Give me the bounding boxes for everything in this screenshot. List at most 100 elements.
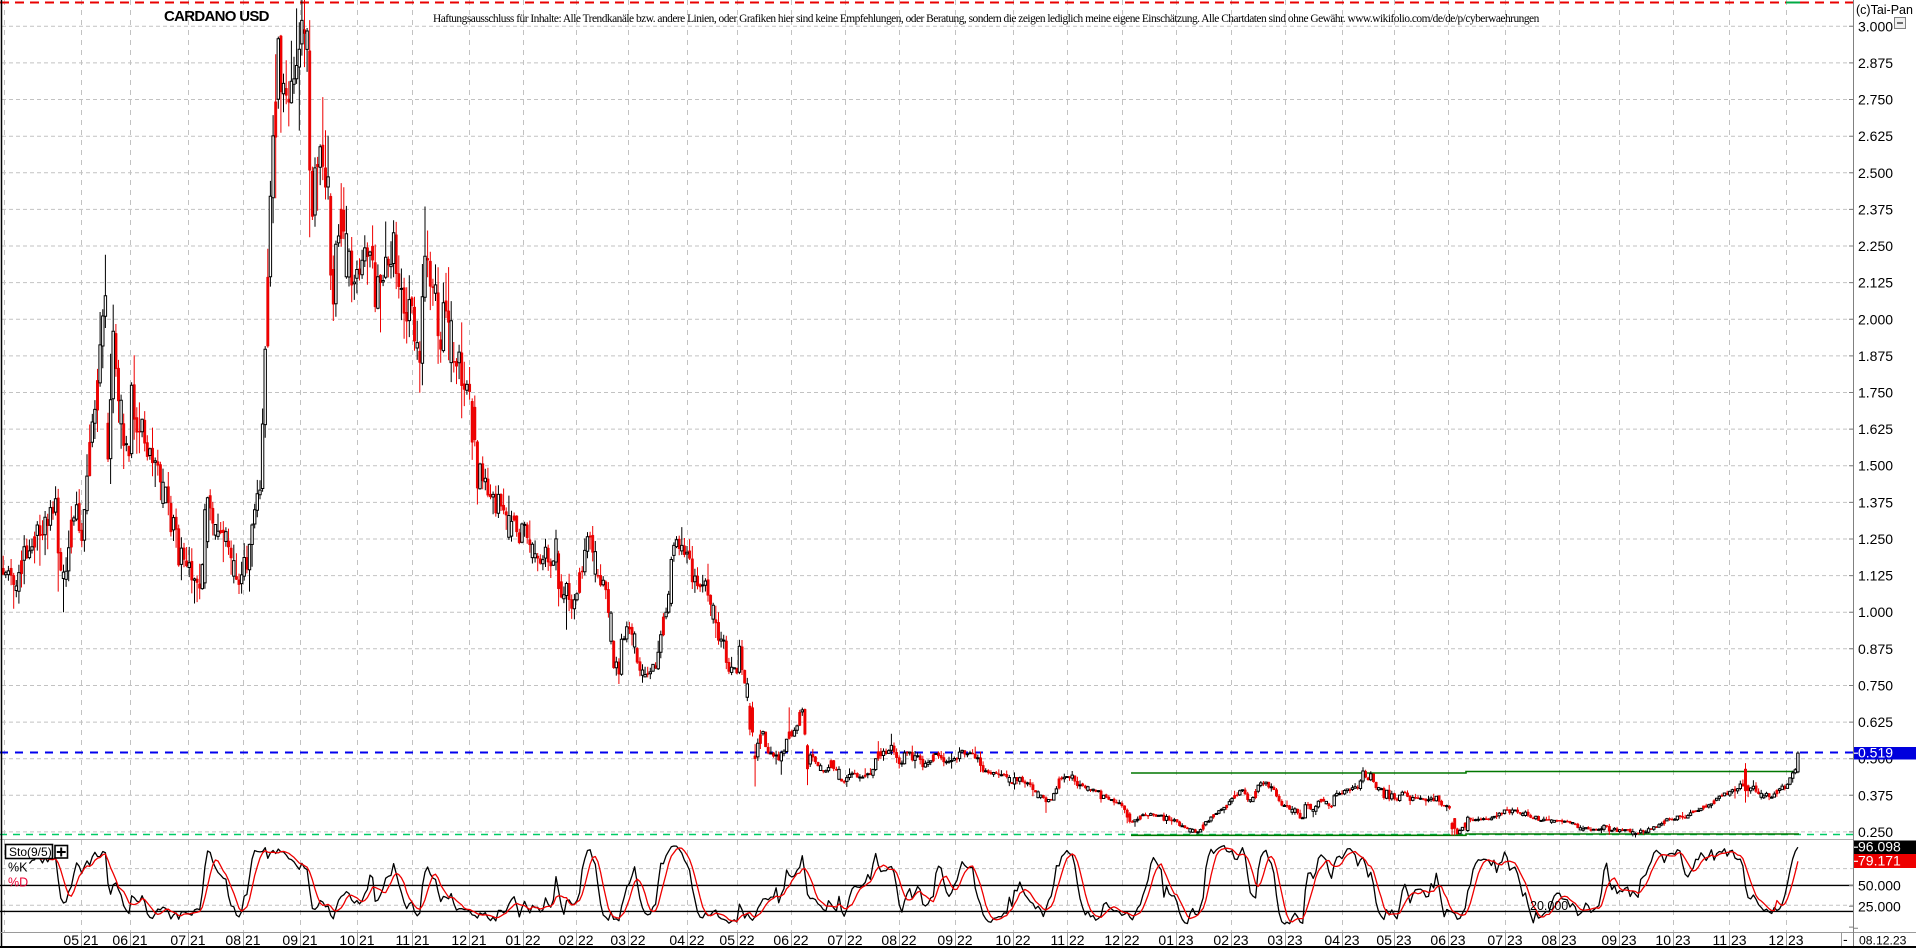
svg-text:22: 22 [630,932,646,948]
svg-text:23: 23 [1621,932,1637,948]
svg-text:10: 10 [1655,932,1671,948]
svg-text:04: 04 [669,932,685,948]
svg-text:03: 03 [1267,932,1283,948]
svg-text:CARDANO USD: CARDANO USD [164,8,270,25]
svg-text:21: 21 [414,932,430,948]
svg-text:0.750: 0.750 [1858,678,1893,694]
svg-text:06: 06 [112,932,128,948]
svg-text:0.375: 0.375 [1858,787,1893,803]
svg-text:04: 04 [1324,932,1340,948]
svg-text:1.125: 1.125 [1858,568,1893,584]
svg-text:1.625: 1.625 [1858,421,1893,437]
svg-text:0.625: 0.625 [1858,714,1893,730]
svg-text:05: 05 [63,932,79,948]
svg-text:(c)Tai-Pan: (c)Tai-Pan [1856,3,1913,17]
svg-text:23: 23 [1287,932,1303,948]
svg-text:2.250: 2.250 [1858,238,1893,254]
svg-text:79.171: 79.171 [1858,853,1901,869]
svg-text:22: 22 [1015,932,1031,948]
svg-text:09: 09 [1601,932,1617,948]
svg-text:23: 23 [1675,932,1691,948]
svg-text:-: - [1843,931,1848,947]
svg-text:23: 23 [1344,932,1360,948]
svg-text:25.000: 25.000 [1858,898,1901,914]
svg-text:1.250: 1.250 [1858,531,1893,547]
svg-text:06: 06 [773,932,789,948]
svg-text:22: 22 [847,932,863,948]
svg-text:2.000: 2.000 [1858,311,1893,327]
svg-text:23: 23 [1507,932,1523,948]
svg-text:22: 22 [739,932,755,948]
svg-text:%D: %D [8,876,28,890]
svg-text:21: 21 [83,932,99,948]
svg-text:21: 21 [245,932,261,948]
svg-text:12: 12 [451,932,467,948]
svg-text:21: 21 [359,932,375,948]
svg-text:0.519: 0.519 [1858,745,1893,761]
svg-text:0.875: 0.875 [1858,641,1893,657]
svg-text:08: 08 [1541,932,1557,948]
svg-text:08: 08 [225,932,241,948]
svg-text:2.875: 2.875 [1858,55,1893,71]
svg-text:05: 05 [1376,932,1392,948]
svg-text:20.000: 20.000 [1530,899,1568,913]
svg-text:23: 23 [1396,932,1412,948]
svg-text:21: 21 [132,932,148,948]
svg-text:2.625: 2.625 [1858,128,1893,144]
svg-text:23: 23 [1233,932,1249,948]
svg-text:08: 08 [881,932,897,948]
svg-text:21: 21 [302,932,318,948]
svg-text:22: 22 [1069,932,1085,948]
svg-text:07: 07 [827,932,843,948]
svg-text:Haftungsausschluss für Inhalte: Haftungsausschluss für Inhalte: Alle Tre… [433,13,1540,25]
svg-text:23: 23 [1561,932,1577,948]
svg-text:0.250: 0.250 [1858,824,1893,840]
svg-text:23: 23 [1731,932,1747,948]
svg-text:2.125: 2.125 [1858,275,1893,291]
svg-text:09: 09 [937,932,953,948]
svg-text:11: 11 [395,932,410,948]
svg-text:Sto(9/5): Sto(9/5) [9,845,52,859]
svg-text:2.375: 2.375 [1858,201,1893,217]
svg-text:22: 22 [578,932,594,948]
svg-text:01: 01 [505,932,521,948]
svg-text:02: 02 [558,932,574,948]
svg-text:1.750: 1.750 [1858,385,1893,401]
svg-text:10: 10 [995,932,1011,948]
svg-text:05: 05 [719,932,735,948]
svg-text:23: 23 [1450,932,1466,948]
svg-text:22: 22 [901,932,917,948]
svg-text:1.375: 1.375 [1858,494,1893,510]
svg-text:07: 07 [1487,932,1503,948]
svg-text:02: 02 [1213,932,1229,948]
svg-text:21: 21 [190,932,206,948]
svg-text:08.12.23: 08.12.23 [1859,934,1907,948]
svg-text:3.000: 3.000 [1858,18,1893,34]
svg-text:01: 01 [1158,932,1174,948]
svg-text:22: 22 [1124,932,1140,948]
svg-text:2.500: 2.500 [1858,165,1893,181]
svg-text:96.098: 96.098 [1858,839,1901,855]
svg-text:21: 21 [471,932,487,948]
svg-text:1.875: 1.875 [1858,348,1893,364]
svg-text:11: 11 [1050,932,1065,948]
svg-text:12: 12 [1104,932,1120,948]
svg-text:2.750: 2.750 [1858,92,1893,108]
svg-text:50.000: 50.000 [1858,878,1901,894]
svg-text:10: 10 [339,932,355,948]
svg-text:07: 07 [170,932,186,948]
svg-text:22: 22 [957,932,973,948]
svg-text:22: 22 [525,932,541,948]
svg-text:23: 23 [1178,932,1194,948]
svg-text:09: 09 [282,932,298,948]
svg-text:03: 03 [610,932,626,948]
svg-text:22: 22 [793,932,809,948]
svg-text:23: 23 [1788,932,1804,948]
svg-text:12: 12 [1768,932,1784,948]
svg-text:%K: %K [8,861,28,875]
svg-text:11: 11 [1712,932,1727,948]
svg-text:06: 06 [1430,932,1446,948]
svg-text:1.500: 1.500 [1858,458,1893,474]
svg-text:22: 22 [689,932,705,948]
svg-text:1.000: 1.000 [1858,604,1893,620]
